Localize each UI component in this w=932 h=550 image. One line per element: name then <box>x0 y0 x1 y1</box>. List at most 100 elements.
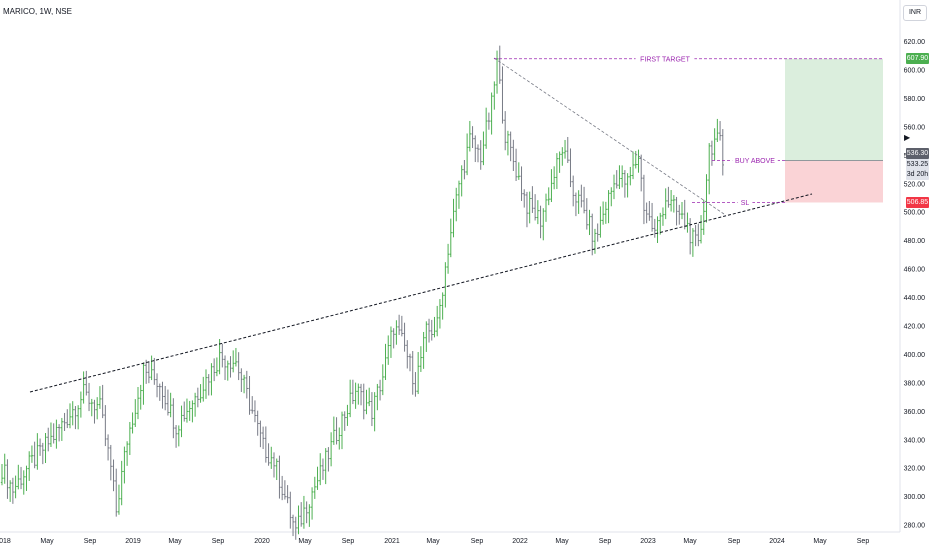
price-bar <box>166 389 170 416</box>
price-bar <box>403 322 406 352</box>
price-bar <box>19 466 23 490</box>
price-scale-arrow-icon[interactable]: ▶ <box>904 133 911 142</box>
price-bar <box>520 166 523 201</box>
price-bar <box>416 352 420 395</box>
price-bar <box>528 191 531 224</box>
price-bar <box>343 411 346 431</box>
price-bar <box>449 218 452 258</box>
currency-button[interactable]: INR <box>903 5 927 21</box>
price-bar <box>471 126 474 149</box>
price-bar <box>487 112 491 130</box>
price-bar <box>188 400 191 421</box>
price-bar <box>93 399 96 424</box>
price-bar <box>139 384 142 410</box>
price-bar <box>387 335 390 365</box>
price-bar <box>63 412 66 431</box>
price-bar <box>291 514 295 537</box>
price-bar <box>414 372 417 397</box>
price-bar <box>490 92 493 135</box>
price-bar <box>267 443 270 466</box>
price-bar <box>378 379 382 401</box>
price-bar <box>430 319 433 341</box>
x-tick-label: 2019 <box>125 538 141 545</box>
price-bar <box>599 206 602 238</box>
price-bar <box>38 438 42 456</box>
price-bar <box>408 353 412 372</box>
price-bar <box>561 147 564 166</box>
price-bar <box>539 205 542 239</box>
price-bar <box>229 356 232 378</box>
price-bar <box>694 225 697 247</box>
price-bar <box>455 187 458 222</box>
price-bar <box>256 410 259 436</box>
price-bar <box>270 446 273 469</box>
first-target-label: FIRST TARGET <box>640 56 691 63</box>
profit-zone <box>785 58 883 161</box>
price-bar <box>697 223 700 247</box>
price-bar <box>218 339 221 375</box>
price-bar <box>25 465 28 491</box>
price-bar <box>716 118 719 142</box>
price-bar <box>465 133 469 176</box>
price-bar <box>134 399 137 427</box>
price-bar <box>164 386 167 411</box>
price-bar <box>365 389 368 415</box>
price-bar <box>425 321 428 352</box>
price-bar <box>642 174 646 225</box>
price-bar <box>699 215 703 244</box>
price-bar <box>629 166 632 186</box>
price-bar <box>523 189 526 208</box>
position-zones <box>785 58 883 203</box>
price-bar <box>248 375 251 415</box>
price-bar <box>14 475 17 499</box>
price-bar <box>542 208 545 241</box>
price-bar <box>275 458 278 481</box>
x-tick-label: 2022 <box>512 538 528 545</box>
price-bar <box>531 186 534 213</box>
price-bar <box>517 162 520 180</box>
price-bar <box>438 299 442 329</box>
price-bar <box>623 170 627 198</box>
y-tick-label: 460.00 <box>904 267 926 274</box>
y-tick-label: 580.00 <box>904 96 926 103</box>
price-bar <box>71 401 74 426</box>
price-bar <box>329 432 333 467</box>
price-bar <box>199 384 202 403</box>
price-bar <box>370 392 374 427</box>
price-bar <box>484 107 488 149</box>
price-bar <box>36 433 39 470</box>
price-bar <box>718 121 722 141</box>
price-bar <box>457 180 461 209</box>
price-bar <box>572 175 575 207</box>
price-bar <box>672 195 676 213</box>
price-bar <box>610 187 613 207</box>
price-bar <box>555 153 559 189</box>
price-bar <box>55 419 58 449</box>
price-bar <box>90 398 93 417</box>
price-bar <box>362 383 365 420</box>
y-tick-label: 300.00 <box>904 494 926 501</box>
price-bar <box>264 426 268 463</box>
grid <box>0 0 901 533</box>
price-bar <box>251 396 254 414</box>
price-bar <box>569 148 572 188</box>
price-bar <box>482 131 485 166</box>
price-bar <box>533 194 537 221</box>
price-bar <box>525 191 529 228</box>
price-bar <box>57 424 61 442</box>
price-bar <box>710 140 714 166</box>
y-tick-label: 360.00 <box>904 409 926 416</box>
price-bar <box>406 340 409 369</box>
x-tick-label: May <box>555 538 569 545</box>
price-bar <box>397 314 401 335</box>
price-bar <box>626 173 629 198</box>
y-tick-label: 480.00 <box>904 238 926 245</box>
price-bar <box>381 364 384 396</box>
y-tick-label: 280.00 <box>904 523 926 530</box>
price-bar <box>98 386 102 409</box>
price-bar <box>85 370 88 396</box>
price-bar <box>161 381 164 409</box>
price-bar <box>574 192 578 217</box>
price-bar <box>172 398 175 439</box>
